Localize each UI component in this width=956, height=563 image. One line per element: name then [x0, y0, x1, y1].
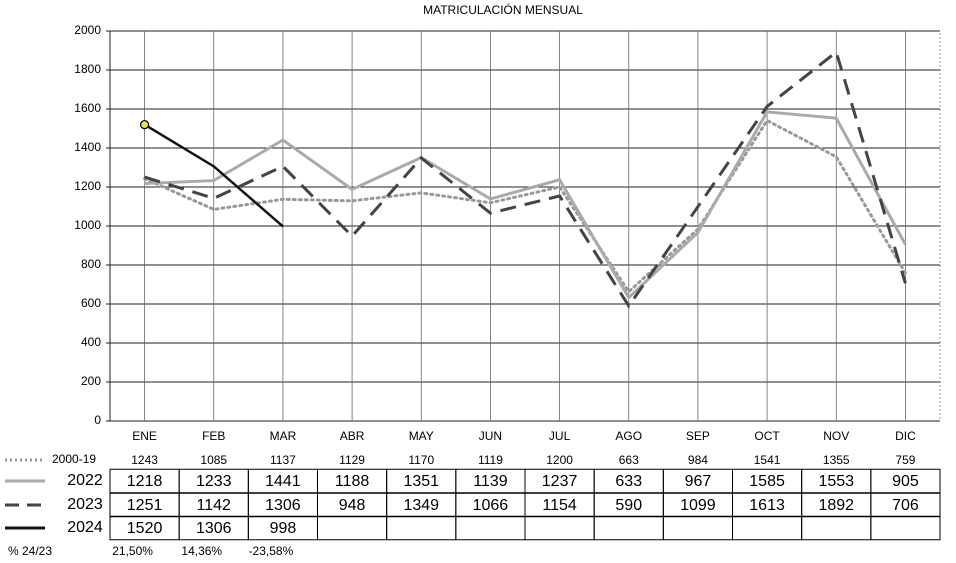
- table-value: 1139: [473, 473, 508, 490]
- chart-title: MATRICULACIÓN MENSUAL: [423, 2, 583, 17]
- table-value: 984: [688, 453, 708, 467]
- series-line: [144, 49, 907, 309]
- legend-label: 2024: [67, 519, 103, 536]
- x-tick-label: MAY: [409, 429, 434, 443]
- legend-label: 2023: [67, 496, 103, 513]
- table-value: 1085: [200, 453, 227, 467]
- pct-value: 14,36%: [181, 544, 222, 558]
- series-line: [143, 123, 284, 228]
- x-tick-label: JUN: [479, 429, 502, 443]
- y-tick-label: 1000: [74, 218, 101, 232]
- x-tick-label: DIC: [895, 429, 916, 443]
- y-tick-label: 800: [81, 257, 101, 271]
- table-value: 1553: [818, 473, 854, 490]
- table-value: 1355: [823, 453, 850, 467]
- y-tick-label: 1400: [74, 140, 101, 154]
- series-line: [144, 110, 907, 300]
- table-value: 1349: [403, 497, 439, 514]
- table-value: 1119: [478, 453, 503, 467]
- table-value: 1137: [270, 453, 296, 467]
- table-value: 1892: [818, 497, 854, 514]
- pct-value: -23,58%: [249, 544, 294, 558]
- pct-row-label: % 24/23: [8, 544, 52, 558]
- table-value: 706: [892, 497, 919, 514]
- table-cell: [386, 515, 457, 541]
- legend-label: 2000-19: [52, 452, 96, 466]
- table-value: 998: [270, 520, 297, 537]
- y-tick-label: 1200: [74, 179, 101, 193]
- table-value: 905: [892, 473, 919, 490]
- table-value: 590: [615, 497, 642, 514]
- y-tick-label: 2000: [74, 23, 101, 37]
- x-tick-label: MAR: [270, 429, 297, 443]
- x-tick-label: ABR: [340, 429, 365, 443]
- table-cell: [870, 515, 941, 541]
- y-tick-label: 400: [81, 335, 101, 349]
- table-value: 1251: [127, 497, 163, 514]
- y-tick-label: 1800: [74, 62, 101, 76]
- point-marker: [139, 119, 150, 130]
- x-tick-label: ENE: [132, 429, 157, 443]
- table-value: 948: [339, 497, 366, 514]
- table-cell: [801, 515, 872, 541]
- table-value: 1188: [335, 473, 370, 490]
- table-value: 1441: [265, 473, 301, 490]
- table-value: 633: [615, 473, 642, 490]
- table-cell: [317, 515, 388, 541]
- table-cell: [524, 515, 595, 541]
- table-value: 1233: [196, 473, 232, 490]
- table-value: 1351: [403, 473, 439, 490]
- table-value: 1170: [408, 453, 434, 467]
- x-tick-label: JUL: [549, 429, 571, 443]
- table-value: 663: [619, 453, 639, 467]
- table-value: 1306: [265, 497, 301, 514]
- pct-value: 21,50%: [112, 544, 153, 558]
- table-value: 1218: [127, 473, 163, 490]
- table-value: 1520: [127, 520, 163, 537]
- table-cell: [662, 515, 733, 541]
- table-value: 1541: [754, 453, 781, 467]
- x-tick-label: AGO: [615, 429, 642, 443]
- table-value: 1613: [749, 497, 785, 514]
- x-tick-label: SEP: [686, 429, 710, 443]
- y-tick-label: 1600: [74, 101, 101, 115]
- table-value: 967: [685, 473, 712, 490]
- series-line: [143, 118, 907, 294]
- legend-label: 2022: [67, 472, 103, 489]
- table-value: 1306: [196, 520, 232, 537]
- table-value: 1243: [131, 453, 158, 467]
- x-tick-label: OCT: [754, 429, 780, 443]
- x-tick-label: FEB: [202, 429, 225, 443]
- y-tick-label: 0: [94, 413, 101, 427]
- table-value: 1585: [749, 473, 785, 490]
- table-value: 1154: [542, 497, 577, 514]
- table-value: 1237: [542, 473, 578, 490]
- table-value: 1129: [339, 453, 365, 467]
- x-tick-label: NOV: [823, 429, 849, 443]
- table-cell: [593, 515, 664, 541]
- table-value: 1200: [546, 453, 573, 467]
- table-value: 1099: [680, 497, 716, 514]
- table-value: 1066: [473, 497, 509, 514]
- table-value: 1142: [197, 497, 232, 514]
- y-tick-label: 600: [81, 296, 101, 310]
- table-cell: [732, 515, 803, 541]
- y-tick-label: 200: [81, 374, 101, 388]
- table-cell: [455, 515, 526, 541]
- table-value: 759: [895, 453, 915, 467]
